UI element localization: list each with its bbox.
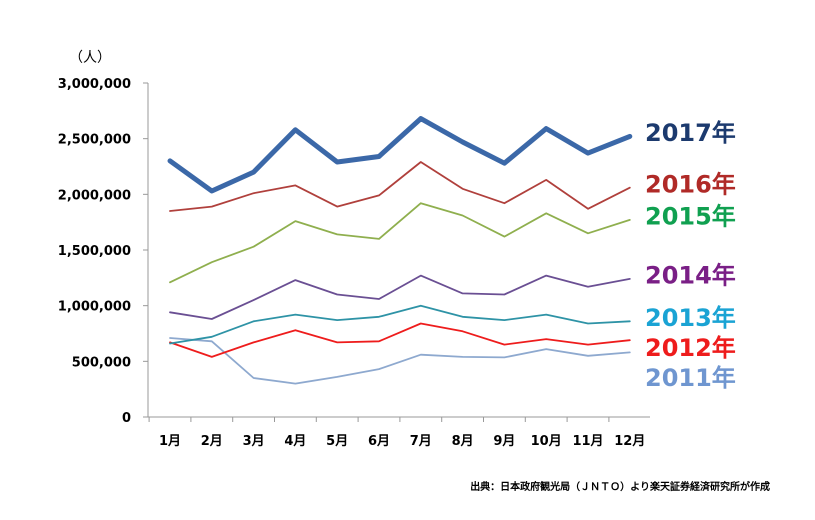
x-tick-label: 5月 [326,434,348,449]
series-label-2017年: 2017年 [645,119,736,147]
y-tick-label: 1,000,000 [58,300,131,315]
y-tick-label: 3,000,000 [58,77,131,92]
series-line-2015年 [169,202,631,284]
source-note: 出典：日本政府観光局（ＪＮＴＯ）より楽天証券経済研究所が作成 [470,480,770,493]
x-tick-label: 7月 [410,434,432,449]
series-line-2016年 [169,161,631,212]
series-line-2017年 [167,116,633,194]
series-lines [167,116,633,385]
series-label-2014年: 2014年 [645,262,736,290]
series-line-2012年 [169,322,631,358]
x-tick-label: 9月 [493,434,515,449]
x-tick-label: 11月 [572,434,603,449]
series-line-2014年 [169,274,631,320]
y-tick-label: 2,500,000 [58,133,131,148]
y-axis-ticks: 0 500,000 1,000,000 1,500,000 2,000,000 2,500… [58,77,148,426]
x-tick-label: 3月 [243,434,265,449]
series-label-2012年: 2012年 [645,334,736,362]
series-line-2011年 [169,337,631,385]
x-tick-label: 8月 [452,434,474,449]
y-tick-label: 0 [122,411,131,426]
y-axis-unit: （人） [69,50,111,66]
x-tick-label: 1月 [159,434,181,449]
x-tick-label: 4月 [284,434,306,449]
y-tick-label: 2,000,000 [58,188,131,203]
x-tick-label: 10月 [531,434,562,449]
series-label-2016年: 2016年 [645,170,736,198]
series-label-2015年: 2015年 [645,203,736,231]
series-label-2011年: 2011年 [645,364,736,392]
x-tick-label: 2月 [201,434,223,449]
y-tick-label: 1,500,000 [58,244,131,259]
x-tick-label: 12月 [614,434,645,449]
x-tick-label: 6月 [368,434,390,449]
series-line-2013年 [169,304,631,345]
x-axis-ticks: 1月 2月 3月 4月 5月 6月 7月 8月 9月 10月 11月 12月 [148,417,645,449]
y-tick-label: 500,000 [72,355,131,370]
series-label-2013年: 2013年 [645,304,736,332]
